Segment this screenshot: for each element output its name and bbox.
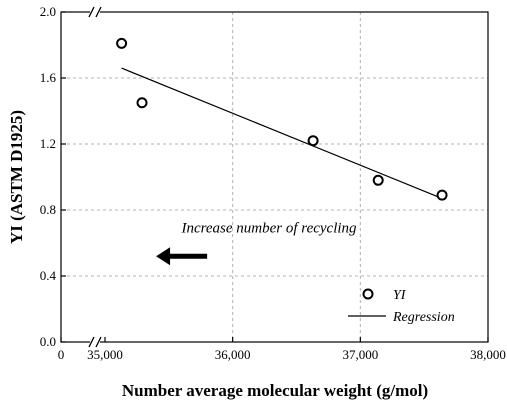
x-axis-title: Number average molecular weight (g/mol) — [122, 381, 428, 400]
x-tick-label-zero: 0 — [58, 347, 65, 362]
legend-label-regression: Regression — [392, 310, 455, 325]
x-tick-label-2: 37,000 — [342, 347, 378, 362]
plot-frame — [60, 11, 489, 343]
legend: YI Regression — [348, 288, 455, 325]
regression-line — [121, 67, 443, 200]
y-tick-label-0: 0.0 — [40, 334, 56, 349]
axis-break-slash-b-0 — [95, 336, 102, 348]
x-tick-label-3: 38,000 — [470, 347, 506, 362]
axes-layer — [60, 6, 489, 348]
data-point-1 — [136, 97, 148, 109]
x-tick-label-1: 36,000 — [215, 347, 251, 362]
annotation-arrow-head — [156, 247, 171, 266]
legend-marker-yi — [362, 288, 374, 300]
ticks-layer: 0.0 0.4 0.8 1.2 1.6 2.0 0 35,000 36,000 37,000 38,… — [40, 4, 506, 362]
y-tick-label-5: 2.0 — [40, 4, 56, 19]
y-tick-label-2: 0.8 — [40, 202, 56, 217]
data-point-4 — [436, 189, 448, 201]
axis-break-slash-a-1 — [88, 6, 95, 18]
data-point-0 — [116, 37, 128, 49]
axis-break-slash-b-1 — [95, 6, 102, 18]
axis-break-slash-a-0 — [88, 336, 95, 348]
grid-layer — [61, 12, 488, 342]
marks-layer — [116, 37, 448, 266]
x-tick-label-0: 35,000 — [87, 347, 123, 362]
axis-break-gap-0 — [90, 336, 100, 348]
legend-label-yi: YI — [393, 288, 407, 303]
annotation-text: Increase number of recycling — [180, 220, 357, 236]
y-tick-label-1: 0.4 — [40, 268, 57, 283]
y-tick-label-3: 1.2 — [40, 136, 56, 151]
data-point-3 — [372, 174, 384, 186]
y-axis-title: YI (ASTM D1925) — [7, 110, 26, 244]
axis-break-gap-1 — [90, 6, 100, 18]
y-tick-label-4: 1.6 — [40, 70, 57, 85]
data-point-2 — [307, 135, 319, 147]
